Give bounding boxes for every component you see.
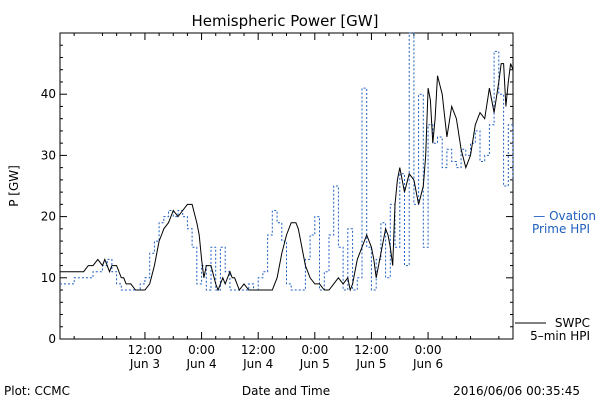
x-tick-label-time: 0:00 [188, 343, 215, 357]
legend-swpc-line1: SWPC [555, 316, 590, 330]
x-tick-label-time: 12:00 [241, 343, 276, 357]
y-tick-label: 40 [41, 87, 56, 101]
legend-ovation-line1: — Ovation [533, 209, 596, 223]
x-tick-label-date: Jun 6 [412, 357, 443, 371]
y-axis-label: P [GW] [7, 165, 21, 207]
x-tick-label-time: 0:00 [301, 343, 328, 357]
legend-swpc: SWPC 5–min HPI [515, 316, 590, 343]
y-tick-label: 30 [41, 148, 56, 162]
series-swpc-line-end [437, 63, 514, 170]
footer-credit: Plot: CCMC [4, 384, 70, 398]
series-ovation-line [60, 32, 514, 291]
x-tick-label-time: 12:00 [128, 343, 163, 357]
x-tick-label-date: Jun 4 [185, 357, 216, 371]
footer-timestamp: 2016/06/06 00:35:45 [453, 384, 580, 398]
legend-ovation: — Ovation Prime HPI [532, 209, 596, 236]
series-layer [60, 32, 514, 292]
x-tick-label-date: Jun 4 [242, 357, 273, 371]
x-axis-label: Date and Time [242, 384, 330, 398]
y-axis: 0 10 20 30 40 [41, 44, 513, 346]
series-swpc-line [60, 75, 438, 292]
x-tick-label-time: 0:00 [415, 343, 442, 357]
y-tick-label: 0 [48, 332, 56, 346]
legend-swpc-line2: 5–min HPI [530, 329, 590, 343]
legend: — Ovation Prime HPI SWPC 5–min HPI [515, 209, 596, 343]
x-tick-label-date: Jun 5 [299, 357, 330, 371]
y-tick-label: 10 [41, 271, 56, 285]
x-tick-label-time: 12:00 [354, 343, 389, 357]
y-tick-label: 20 [41, 210, 56, 224]
chart-title: Hemispheric Power [GW] [192, 12, 379, 30]
x-tick-label-date: Jun 3 [129, 357, 160, 371]
x-tick-label-date: Jun 5 [355, 357, 386, 371]
plot-frame [59, 32, 514, 340]
legend-ovation-line2: Prime HPI [532, 222, 590, 236]
